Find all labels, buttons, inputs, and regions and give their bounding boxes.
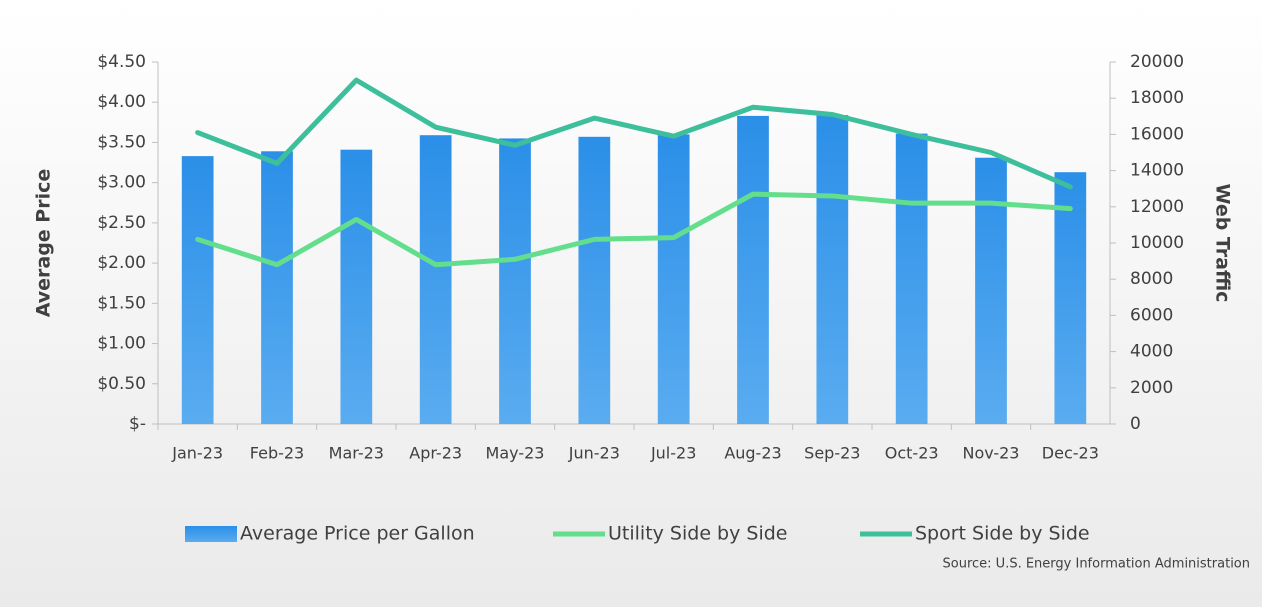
bar <box>181 156 214 424</box>
legend-label: Utility Side by Side <box>608 523 788 545</box>
bar <box>261 151 293 424</box>
line-series <box>195 77 1073 190</box>
y2-tick-label: 6000 <box>1130 305 1173 325</box>
bar <box>816 115 849 425</box>
x-tick-label: Jul-23 <box>650 444 696 463</box>
y2-tick-label: 12000 <box>1130 197 1184 217</box>
y-tick-label: $3.50 <box>97 132 146 152</box>
source-note: Source: U.S. Energy Information Administ… <box>943 557 1250 572</box>
line-series <box>195 191 1073 268</box>
y2-tick-label: 0 <box>1130 414 1141 434</box>
y-axis-title: Average Price <box>33 169 55 318</box>
bar <box>737 115 769 425</box>
x-tick-label: May-23 <box>486 444 545 463</box>
y-tick-label: $1.50 <box>97 293 146 313</box>
legend-swatch <box>185 526 237 542</box>
x-tick-label: Nov-23 <box>963 444 1020 463</box>
y-tick-label: $4.50 <box>97 52 146 72</box>
y2-tick-label: 8000 <box>1130 269 1173 289</box>
x-tick-label: Sep-23 <box>804 444 860 463</box>
bar <box>975 157 1007 424</box>
y2-tick-label: 14000 <box>1130 161 1184 181</box>
bar <box>895 133 928 424</box>
y-tick-label: $2.50 <box>97 213 146 233</box>
y2-tick-label: 2000 <box>1130 378 1173 398</box>
y-tick-label: $3.00 <box>97 173 146 193</box>
bar <box>1054 172 1087 424</box>
y2-tick-label: 20000 <box>1130 52 1184 72</box>
y2-tick-label: 18000 <box>1130 88 1184 108</box>
x-tick-label: Jun-23 <box>568 444 620 463</box>
bar <box>419 135 452 424</box>
legend-label: Average Price per Gallon <box>240 523 475 545</box>
x-tick-label: Aug-23 <box>724 444 781 463</box>
y-tick-label: $1.00 <box>97 334 146 354</box>
x-tick-label: Apr-23 <box>409 444 462 463</box>
y2-axis-title: Web Traffic <box>1212 184 1234 303</box>
legend-label: Sport Side by Side <box>915 523 1090 545</box>
bar <box>657 134 690 424</box>
y-tick-label: $4.00 <box>97 92 146 112</box>
x-tick-label: Oct-23 <box>885 444 939 463</box>
x-tick-label: Jan-23 <box>171 444 223 463</box>
x-tick-label: Dec-23 <box>1042 444 1099 463</box>
y2-tick-label: 16000 <box>1130 124 1184 144</box>
x-tick-label: Mar-23 <box>329 444 384 463</box>
x-tick-label: Feb-23 <box>250 444 304 463</box>
y2-tick-label: 4000 <box>1130 342 1173 362</box>
bar <box>499 138 531 424</box>
bar <box>340 149 373 424</box>
y-tick-label: $- <box>129 414 146 434</box>
y2-tick-label: 10000 <box>1130 233 1184 253</box>
bar <box>578 136 611 424</box>
y-tick-label: $2.00 <box>97 253 146 273</box>
y-tick-label: $0.50 <box>97 374 146 394</box>
